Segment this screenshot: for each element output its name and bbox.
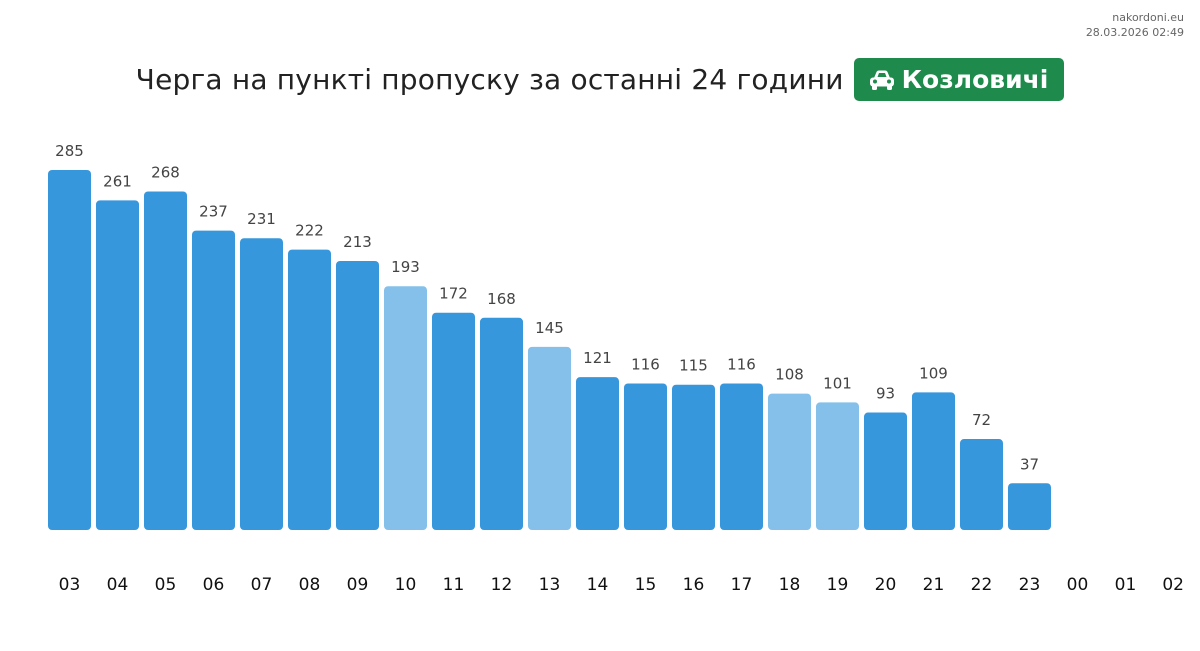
tick-label-07: 07	[251, 575, 273, 595]
tick-label-08: 08	[299, 575, 321, 595]
tick-label-02: 02	[1162, 575, 1184, 595]
tick-label-09: 09	[347, 575, 369, 595]
value-label-20: 93	[876, 385, 895, 403]
value-label-15: 116	[631, 355, 660, 373]
tick-label-23: 23	[1019, 575, 1041, 595]
tick-label-06: 06	[203, 575, 225, 595]
bar-06[interactable]	[192, 230, 235, 530]
bar-20[interactable]	[864, 412, 907, 530]
tick-label-22: 22	[971, 575, 993, 595]
tick-label-21: 21	[923, 575, 945, 595]
bar-12[interactable]	[480, 317, 523, 530]
site-info: nakordoni.eu 28.03.2026 02:49	[1086, 10, 1184, 40]
tick-label-16: 16	[683, 575, 705, 595]
value-label-05: 268	[151, 163, 180, 181]
value-label-09: 213	[343, 233, 372, 251]
checkpoint-badge[interactable]: Козловичі	[853, 58, 1065, 101]
bar-11[interactable]	[432, 312, 475, 530]
tick-label-10: 10	[395, 575, 417, 595]
value-label-08: 222	[295, 222, 324, 240]
bar-22[interactable]	[960, 439, 1003, 530]
bar-05[interactable]	[144, 191, 187, 530]
tick-label-05: 05	[155, 575, 177, 595]
value-label-18: 108	[775, 366, 804, 384]
value-label-19: 101	[823, 374, 852, 392]
bar-23[interactable]	[1008, 483, 1051, 530]
bar-09[interactable]	[336, 260, 379, 530]
tick-label-18: 18	[779, 575, 801, 595]
tick-label-11: 11	[443, 575, 465, 595]
site-name: nakordoni.eu	[1112, 11, 1184, 24]
bar-16[interactable]	[672, 384, 715, 530]
bar-10[interactable]	[384, 286, 427, 530]
bar-03[interactable]	[48, 170, 91, 530]
tick-label-00: 00	[1067, 575, 1089, 595]
value-label-22: 72	[972, 411, 991, 429]
bar-04[interactable]	[96, 200, 139, 530]
tick-label-13: 13	[539, 575, 561, 595]
value-label-04: 261	[103, 172, 132, 190]
bar-15[interactable]	[624, 383, 667, 530]
value-label-10: 193	[391, 258, 420, 276]
tick-label-04: 04	[107, 575, 129, 595]
tick-label-17: 17	[731, 575, 753, 595]
bar-07[interactable]	[240, 238, 283, 531]
value-label-03: 285	[55, 142, 84, 160]
value-label-23: 37	[1020, 455, 1039, 473]
value-label-07: 231	[247, 210, 276, 228]
value-label-06: 237	[199, 203, 228, 221]
tick-label-15: 15	[635, 575, 657, 595]
value-label-16: 115	[679, 357, 708, 375]
car-icon	[869, 70, 894, 90]
tick-label-19: 19	[827, 575, 849, 595]
tick-label-14: 14	[587, 575, 609, 595]
header: Черга на пункті пропуску за останні 24 г…	[0, 58, 1200, 101]
value-label-11: 172	[439, 285, 468, 303]
tick-label-12: 12	[491, 575, 513, 595]
bar-14[interactable]	[576, 377, 619, 530]
value-label-17: 116	[727, 355, 756, 373]
value-label-14: 121	[583, 349, 612, 367]
timestamp: 28.03.2026 02:49	[1085, 26, 1184, 39]
bar-08[interactable]	[288, 249, 331, 530]
tick-label-03: 03	[59, 575, 81, 595]
bar-19[interactable]	[816, 402, 859, 530]
bar-17[interactable]	[720, 383, 763, 530]
tick-label-20: 20	[875, 575, 897, 595]
value-label-12: 168	[487, 290, 516, 308]
bar-18[interactable]	[768, 393, 811, 530]
bar-21[interactable]	[912, 392, 955, 530]
bar-13[interactable]	[528, 346, 571, 530]
value-label-13: 145	[535, 319, 564, 337]
value-label-21: 109	[919, 364, 948, 382]
tick-label-01: 01	[1115, 575, 1137, 595]
page-title: Черга на пункті пропуску за останні 24 г…	[135, 63, 844, 96]
checkpoint-name: Козловичі	[901, 65, 1049, 94]
